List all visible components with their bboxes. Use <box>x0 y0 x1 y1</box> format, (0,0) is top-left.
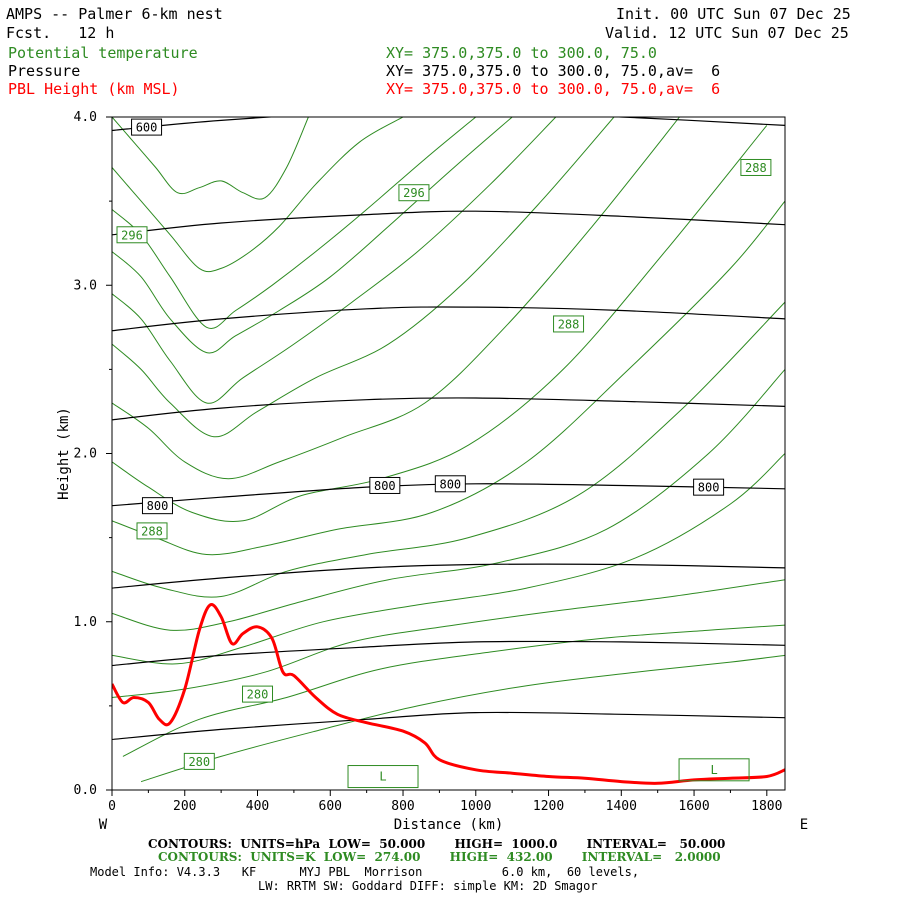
x-axis-label: Distance (km) <box>394 817 504 833</box>
x-tick-label: 1200 <box>533 799 564 814</box>
theta-contour-line <box>112 117 680 480</box>
pressure-contour-line <box>112 117 785 132</box>
theta-contour-line <box>112 117 309 200</box>
theta-label: 296 <box>121 228 143 242</box>
theta-label: 280 <box>188 755 210 769</box>
y-tick-label: 4.0 <box>74 110 97 125</box>
pressure-label: 600 <box>136 121 158 135</box>
low-label-box <box>678 758 750 782</box>
theta-label-box <box>553 315 585 333</box>
x-tick-label: 800 <box>391 799 414 814</box>
field-xy-pbl: XY= 375.0,375.0 to 300.0, 75.0,av= 6 <box>386 80 721 98</box>
low-label-box <box>347 765 419 789</box>
field-name-pbl: PBL Height (km MSL) <box>8 80 180 98</box>
y-tick-label: 0.0 <box>74 783 97 798</box>
footer-pressure-contours: CONTOURS: UNITS=hPa LOW= 50.000 HIGH= 10… <box>148 837 726 851</box>
theta-label-box <box>136 522 168 540</box>
header-title: AMPS -- Palmer 6-km nest <box>6 5 223 23</box>
theta-label: 288 <box>745 161 767 175</box>
x-tick-label: 600 <box>319 799 342 814</box>
pressure-contour-line <box>112 640 785 667</box>
pressure-contour-line <box>112 563 785 589</box>
low-label: L <box>379 770 386 784</box>
y-tick-label: 2.0 <box>74 447 97 462</box>
x-tick-label: 0 <box>108 799 116 814</box>
y-tick-label: 3.0 <box>74 278 97 293</box>
theta-contour-line <box>112 369 785 631</box>
theta-contour-line <box>112 117 557 404</box>
pressure-label-box <box>693 478 725 496</box>
west-label: W <box>99 817 108 833</box>
footer-model-info: Model Info: V4.3.3 KF MYJ PBL Morrison 6… <box>90 865 640 879</box>
theta-contour-line <box>112 125 768 522</box>
field-name-theta: Potential temperature <box>8 44 198 62</box>
pbl-height-line <box>112 603 785 785</box>
theta-contour-line <box>112 453 785 665</box>
theta-label: 288 <box>558 317 580 331</box>
theta-contour-line <box>112 117 477 329</box>
pressure-contour-line <box>112 397 785 421</box>
pressure-label: 800 <box>698 481 720 495</box>
contour-labels: 600 800 800 800 800 296 296 288 288 288 280 280 L L <box>116 118 772 789</box>
pressure-label: 800 <box>147 499 169 513</box>
footer-theta-contours: CONTOURS: UNITS=K LOW= 274.00 HIGH= 432.… <box>158 850 721 864</box>
pressure-label-box <box>131 118 163 136</box>
field-name-pressure: Pressure <box>8 62 81 80</box>
theta-contour-line <box>112 117 513 354</box>
forecast-hour: Fcst. 12 h <box>6 24 115 42</box>
pressure-label: 800 <box>374 479 396 493</box>
theta-label-box <box>116 226 148 244</box>
theta-contours <box>112 117 785 783</box>
pressure-label-box <box>141 497 173 515</box>
cross-section-chart: 600 800 800 800 800 296 296 288 288 288 280 280 L L 0… <box>56 110 808 833</box>
axes: 0 200 400 600 800 1000 1200 1400 1600 1800 0.0 1.0 2… <box>56 110 808 833</box>
pressure-contours <box>112 117 785 741</box>
y-axis-label: Height (km) <box>56 407 72 500</box>
field-xy-theta: XY= 375.0,375.0 to 300.0, 75.0 <box>386 44 657 62</box>
valid-time: Valid. 12 UTC Sun 07 Dec 25 <box>605 24 849 42</box>
theta-contour-line <box>112 301 785 598</box>
theta-label: 296 <box>403 186 425 200</box>
theta-label-box <box>183 752 215 770</box>
theta-contour-line <box>140 654 785 783</box>
theta-contour-line <box>122 624 785 757</box>
plot-frame <box>111 116 786 791</box>
theta-contour-line <box>112 579 785 698</box>
theta-contour-line <box>112 117 404 273</box>
footer-physics-info: LW: RRTM SW: Goddard DIFF: simple KM: 2D… <box>258 879 598 893</box>
x-tick-label: 200 <box>173 799 196 814</box>
field-xy-pressure: XY= 375.0,375.0 to 300.0, 75.0,av= 6 <box>386 62 721 80</box>
low-label: L <box>710 763 717 777</box>
pressure-label-box <box>369 476 401 494</box>
pressure-label-box <box>434 475 466 493</box>
theta-label-box <box>740 158 772 176</box>
theta-label-box <box>242 685 274 703</box>
theta-label-box <box>398 184 430 202</box>
x-tick-label: 1800 <box>751 799 782 814</box>
pressure-contour-line <box>112 210 785 236</box>
theta-contour-line <box>112 200 785 556</box>
pressure-contour-line <box>112 483 785 507</box>
y-tick-label: 1.0 <box>74 615 97 630</box>
pbl-height-line <box>112 603 785 785</box>
init-time: Init. 00 UTC Sun 07 Dec 25 <box>616 5 851 23</box>
theta-label: 280 <box>247 688 269 702</box>
x-tick-label: 1000 <box>460 799 491 814</box>
east-label: E <box>800 817 808 833</box>
pressure-label: 800 <box>439 477 461 491</box>
x-tick-label: 1400 <box>606 799 637 814</box>
x-tick-label: 400 <box>246 799 269 814</box>
pressure-contour-line <box>112 711 785 741</box>
x-tick-label: 1600 <box>678 799 709 814</box>
pressure-contour-line <box>112 306 785 332</box>
theta-label: 288 <box>141 524 163 538</box>
theta-contour-line <box>112 117 615 438</box>
